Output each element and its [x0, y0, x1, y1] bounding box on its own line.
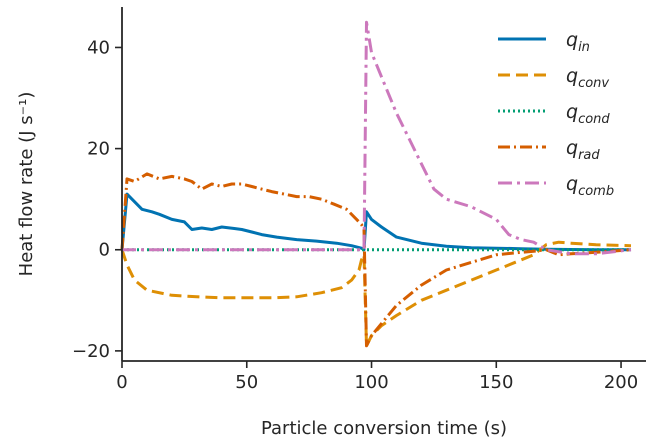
x-tick-label: 200: [604, 372, 638, 393]
legend-label: qconv: [566, 65, 609, 91]
x-ticks: 0 50 100 150 200: [116, 361, 638, 393]
legend-item-cond: qcond: [498, 101, 610, 127]
legend-label: qcond: [566, 101, 610, 127]
legend-label: qrad: [566, 137, 600, 163]
legend-item-conv: qconv: [498, 65, 609, 91]
y-tick-label: 40: [87, 37, 110, 58]
x-tick-label: 0: [116, 372, 127, 393]
x-tick-label: 50: [235, 372, 258, 393]
series-line-conv: [120, 240, 632, 348]
y-axis-label: Heat flow rate (J s⁻¹): [16, 92, 37, 277]
legend-label: qcomb: [566, 173, 614, 199]
plot-area: 0 50 100 150 200 −20 0 20 40: [72, 7, 646, 393]
x-tick-label: 100: [354, 372, 388, 393]
legend: qin qconv qcond qrad qcomb: [498, 29, 614, 199]
x-axis-label: Particle conversion time (s): [261, 418, 507, 439]
legend-label: qin: [566, 29, 590, 55]
series-line-rad: [120, 172, 632, 348]
legend-item-comb: qcomb: [498, 173, 614, 199]
series-line-in: [120, 192, 631, 252]
y-tick-label: −20: [72, 341, 110, 362]
legend-item-in: qin: [498, 29, 590, 55]
y-ticks: −20 0 20 40: [72, 37, 122, 362]
x-tick-label: 150: [479, 372, 513, 393]
y-tick-label: 0: [99, 240, 110, 261]
legend-item-rad: qrad: [498, 137, 600, 163]
series-line-comb: [122, 20, 632, 256]
series-lines: [120, 20, 632, 348]
y-tick-label: 20: [87, 139, 110, 160]
